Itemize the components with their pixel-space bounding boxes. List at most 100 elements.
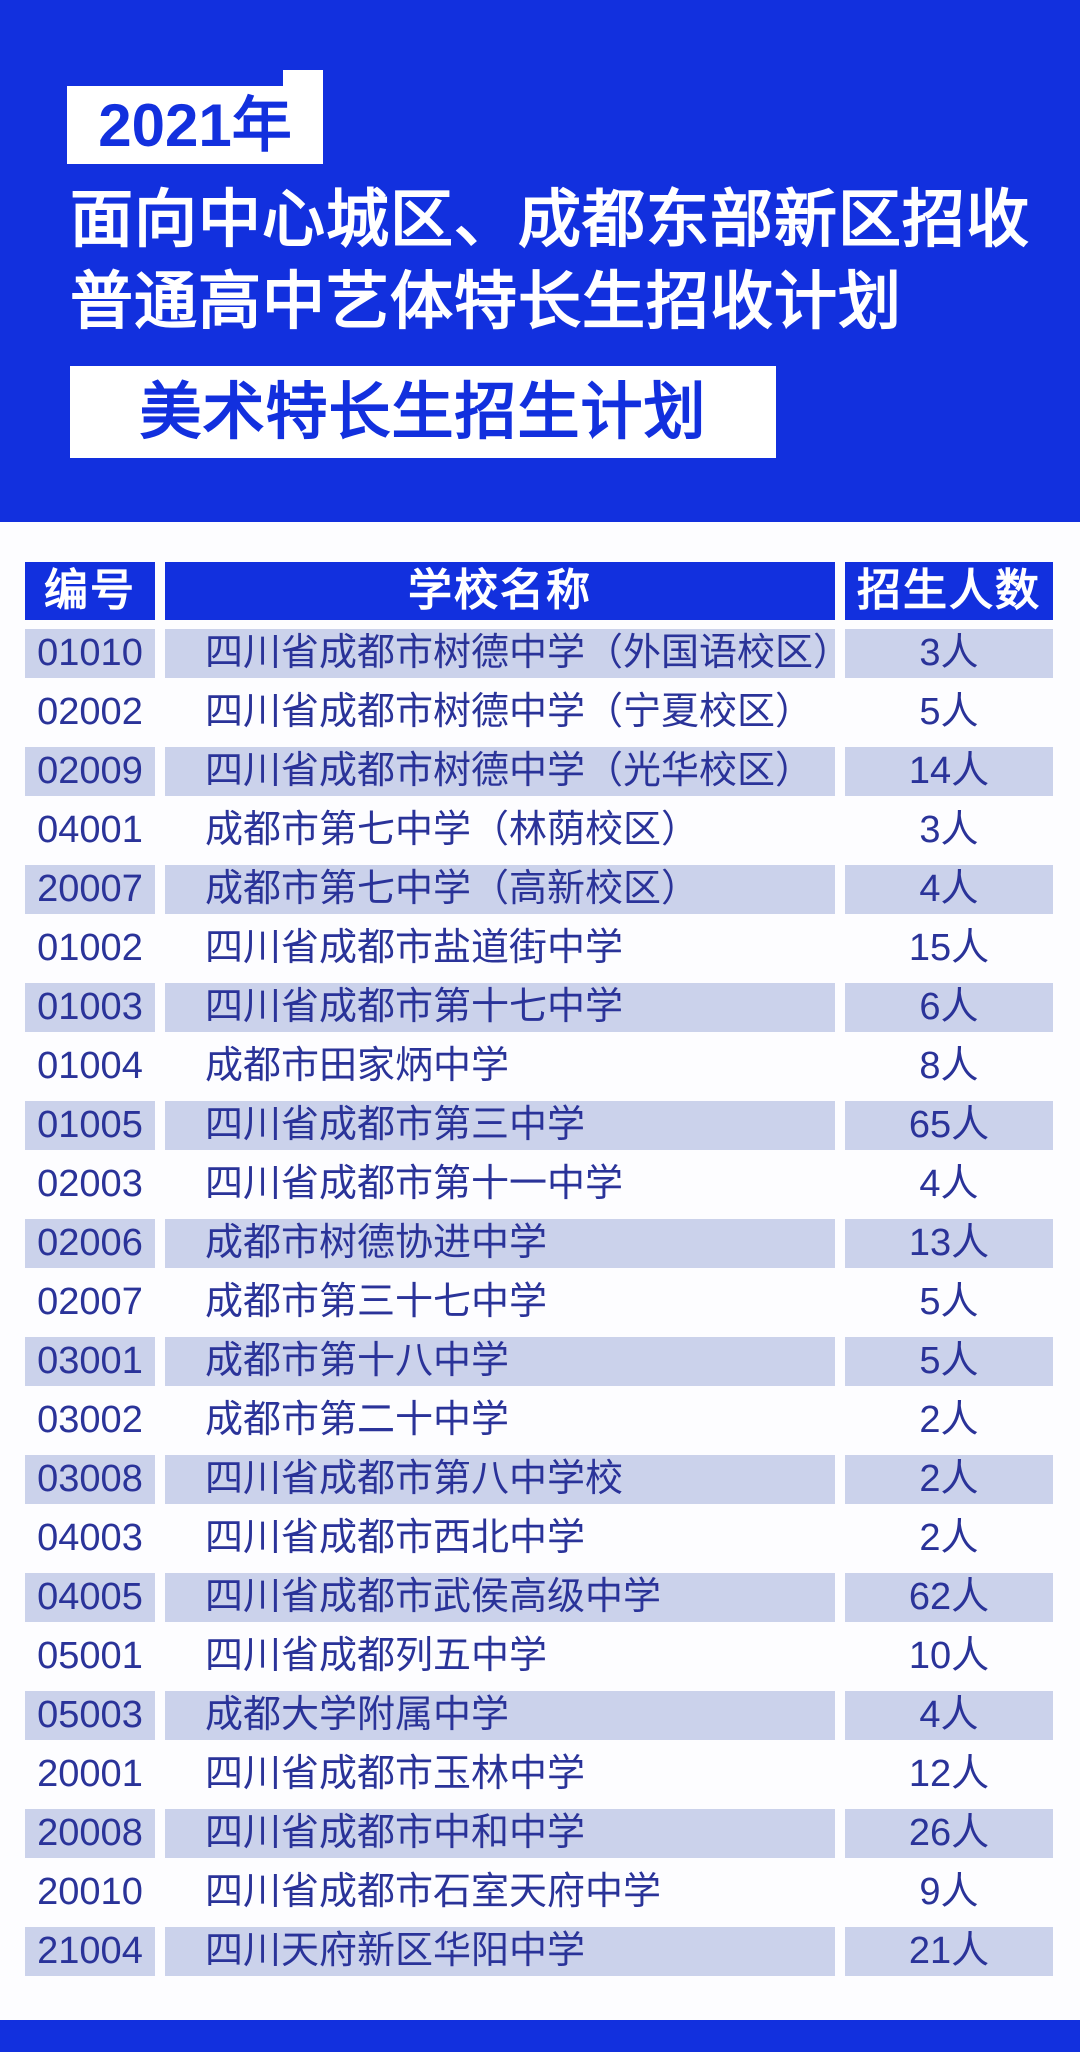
row-school: 四川省成都市第三中学 xyxy=(165,1101,835,1150)
row-count: 6人 xyxy=(845,983,1053,1032)
table-row: 05001 四川省成都列五中学 10人 xyxy=(25,1627,1053,1686)
table-row: 01003 四川省成都市第十七中学 6人 xyxy=(25,978,1053,1037)
row-school: 四川省成都市西北中学 xyxy=(205,1517,586,1559)
row-count: 3人 xyxy=(919,809,979,851)
row-code: 01003 xyxy=(25,983,155,1032)
row-count: 4人 xyxy=(919,1163,979,1205)
row-school: 成都大学附属中学 xyxy=(165,1691,835,1740)
table-row: 20010 四川省成都市石室天府中学 9人 xyxy=(25,1863,1053,1922)
row-count: 65人 xyxy=(845,1101,1053,1150)
row-count: 5人 xyxy=(845,1337,1053,1386)
row-school: 成都市田家炳中学 xyxy=(205,1045,510,1087)
table-row: 01005 四川省成都市第三中学 65人 xyxy=(25,1096,1053,1155)
row-school: 四川省成都市中和中学 xyxy=(165,1809,835,1858)
row-code: 02009 xyxy=(25,747,155,796)
row-code: 20010 xyxy=(37,1871,143,1913)
row-count: 2人 xyxy=(919,1517,979,1559)
row-count: 2人 xyxy=(845,1455,1053,1504)
table-row: 02007 成都市第三十七中学 5人 xyxy=(25,1273,1053,1332)
row-count: 21人 xyxy=(845,1927,1053,1976)
row-count: 3人 xyxy=(845,629,1053,678)
row-school: 四川省成都市第八中学校 xyxy=(165,1455,835,1504)
row-code: 03002 xyxy=(37,1399,143,1441)
row-school: 四川省成都市玉林中学 xyxy=(205,1753,586,1795)
row-school: 四川省成都市石室天府中学 xyxy=(205,1871,662,1913)
row-code: 01010 xyxy=(25,629,155,678)
row-code: 01005 xyxy=(25,1101,155,1150)
row-school: 四川省成都市树德中学（光华校区） xyxy=(165,747,835,796)
row-count: 12人 xyxy=(908,1753,990,1795)
row-school: 四川省成都列五中学 xyxy=(205,1635,548,1677)
row-count: 4人 xyxy=(845,1691,1053,1740)
row-school: 四川省成都市武侯高级中学 xyxy=(165,1573,835,1622)
table-row: 02006 成都市树德协进中学 13人 xyxy=(25,1214,1053,1273)
row-code: 03008 xyxy=(25,1455,155,1504)
row-count: 9人 xyxy=(919,1871,979,1913)
table-panel: 编号 学校名称 招生人数 01010 四川省成都市树德中学（外国语校区） 3人 … xyxy=(0,522,1080,2020)
row-code: 03001 xyxy=(25,1337,155,1386)
row-school: 四川省成都市第十七中学 xyxy=(165,983,835,1032)
table-row: 04001 成都市第七中学（林荫校区） 3人 xyxy=(25,801,1053,860)
row-code: 20007 xyxy=(25,865,155,914)
row-school: 四川省成都市盐道街中学 xyxy=(205,927,624,969)
row-count: 2人 xyxy=(919,1399,979,1441)
row-school: 成都市第三十七中学 xyxy=(205,1281,548,1323)
row-count: 26人 xyxy=(845,1809,1053,1858)
row-count: 10人 xyxy=(908,1635,990,1677)
row-code: 20001 xyxy=(37,1753,143,1795)
table-row: 20001 四川省成都市玉林中学 12人 xyxy=(25,1745,1053,1804)
table-row: 03001 成都市第十八中学 5人 xyxy=(25,1332,1053,1391)
row-code: 02006 xyxy=(25,1219,155,1268)
row-count: 62人 xyxy=(845,1573,1053,1622)
table-row: 04005 四川省成都市武侯高级中学 62人 xyxy=(25,1568,1053,1627)
row-count: 13人 xyxy=(845,1219,1053,1268)
row-school: 成都市树德协进中学 xyxy=(165,1219,835,1268)
row-count: 14人 xyxy=(845,747,1053,796)
row-school: 四川省成都市树德中学（宁夏校区） xyxy=(205,691,814,733)
row-code: 05003 xyxy=(25,1691,155,1740)
column-header-count: 招生人数 xyxy=(845,562,1053,620)
row-school: 成都市第七中学（林荫校区） xyxy=(205,809,700,851)
row-code: 04003 xyxy=(37,1517,143,1559)
table-row: 03008 四川省成都市第八中学校 2人 xyxy=(25,1450,1053,1509)
row-code: 04001 xyxy=(37,809,143,851)
table-row: 21004 四川天府新区华阳中学 21人 xyxy=(25,1922,1053,1981)
table-row: 01002 四川省成都市盐道街中学 15人 xyxy=(25,919,1053,978)
row-code: 02002 xyxy=(37,691,143,733)
row-school: 四川省成都市第十一中学 xyxy=(205,1163,624,1205)
row-code: 04005 xyxy=(25,1573,155,1622)
row-school: 四川省成都市树德中学（外国语校区） xyxy=(165,629,851,678)
table-row: 02003 四川省成都市第十一中学 4人 xyxy=(25,1155,1053,1214)
bottom-strip xyxy=(0,2020,1080,2052)
column-header-school: 学校名称 xyxy=(165,562,835,620)
year-badge: 2021年 xyxy=(67,70,323,164)
table-row: 02009 四川省成都市树德中学（光华校区） 14人 xyxy=(25,742,1053,801)
row-code: 02003 xyxy=(37,1163,143,1205)
row-code: 05001 xyxy=(37,1635,143,1677)
row-school: 四川天府新区华阳中学 xyxy=(165,1927,835,1976)
table-row: 01010 四川省成都市树德中学（外国语校区） 3人 xyxy=(25,624,1053,683)
row-code: 02007 xyxy=(37,1281,143,1323)
subtitle-badge: 美术特长生招生计划 xyxy=(70,366,776,458)
table-row: 01004 成都市田家炳中学 8人 xyxy=(25,1037,1053,1096)
row-school: 成都市第十八中学 xyxy=(165,1337,835,1386)
row-count: 5人 xyxy=(919,1281,979,1323)
row-count: 4人 xyxy=(845,865,1053,914)
table-body: 01010 四川省成都市树德中学（外国语校区） 3人 02002 四川省成都市树… xyxy=(25,624,1053,1981)
table-row: 05003 成都大学附属中学 4人 xyxy=(25,1686,1053,1745)
row-code: 01004 xyxy=(37,1045,143,1087)
row-count: 5人 xyxy=(919,691,979,733)
table-row: 20008 四川省成都市中和中学 26人 xyxy=(25,1804,1053,1863)
table-row: 20007 成都市第七中学（高新校区） 4人 xyxy=(25,860,1053,919)
row-school: 成都市第二十中学 xyxy=(205,1399,510,1441)
row-count: 15人 xyxy=(908,927,990,969)
table-row: 04003 四川省成都市西北中学 2人 xyxy=(25,1509,1053,1568)
row-code: 20008 xyxy=(25,1809,155,1858)
year-badge-label: 2021年 xyxy=(98,92,292,159)
column-header-code: 编号 xyxy=(25,562,155,620)
row-code: 21004 xyxy=(25,1927,155,1976)
row-count: 8人 xyxy=(919,1045,979,1087)
table-header-row: 编号 学校名称 招生人数 xyxy=(25,562,1053,620)
table-row: 02002 四川省成都市树德中学（宁夏校区） 5人 xyxy=(25,683,1053,742)
